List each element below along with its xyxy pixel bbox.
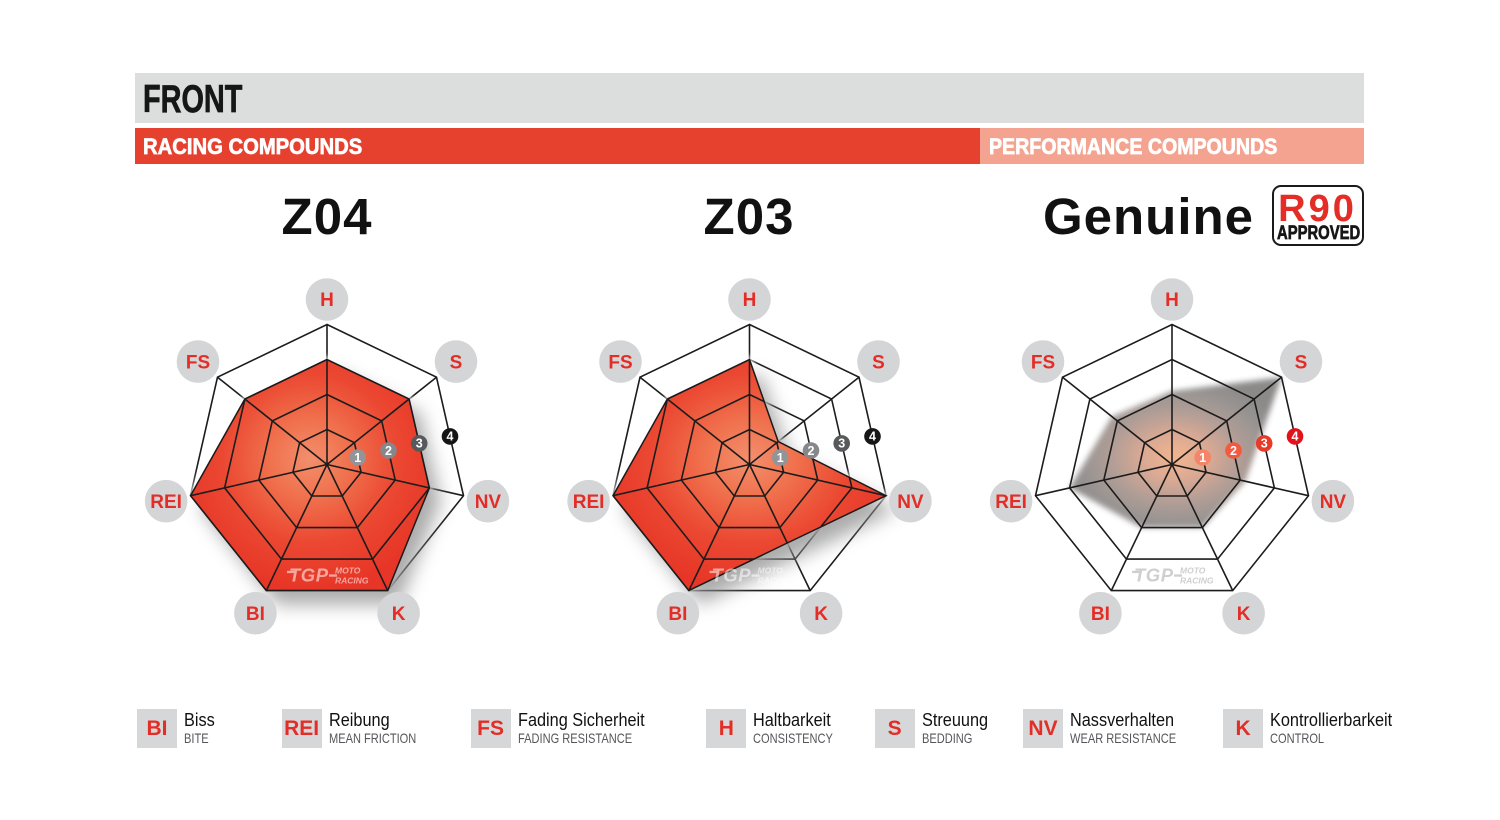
- svg-text:H: H: [743, 290, 757, 311]
- svg-text:RACING: RACING: [1180, 576, 1214, 586]
- svg-text:BI: BI: [668, 604, 687, 625]
- svg-text:REI: REI: [150, 492, 182, 513]
- svg-text:3: 3: [1261, 437, 1268, 451]
- svg-text:FS: FS: [186, 352, 210, 373]
- svg-text:1: 1: [777, 451, 784, 465]
- svg-text:REI: REI: [573, 492, 605, 513]
- svg-text:FS: FS: [608, 352, 632, 373]
- svg-text:MOTO: MOTO: [1180, 566, 1206, 576]
- svg-text:NV: NV: [1320, 492, 1347, 513]
- svg-text:3: 3: [416, 437, 423, 451]
- svg-text:NV: NV: [897, 492, 924, 513]
- svg-text:3: 3: [838, 437, 845, 451]
- svg-text:NV: NV: [475, 492, 502, 513]
- svg-text:K: K: [1237, 604, 1251, 625]
- svg-text:2: 2: [1230, 444, 1237, 458]
- svg-text:4: 4: [869, 430, 876, 444]
- svg-text:S: S: [450, 352, 463, 373]
- svg-text:TGP: TGP: [289, 565, 329, 586]
- svg-text:FS: FS: [1031, 352, 1055, 373]
- svg-text:K: K: [392, 604, 406, 625]
- svg-text:BI: BI: [246, 604, 265, 625]
- svg-text:S: S: [1295, 352, 1308, 373]
- svg-text:REI: REI: [995, 492, 1027, 513]
- svg-text:MOTO: MOTO: [758, 566, 784, 576]
- svg-text:H: H: [1165, 290, 1179, 311]
- svg-text:4: 4: [1292, 430, 1299, 444]
- svg-text:1: 1: [1199, 451, 1206, 465]
- svg-text:2: 2: [808, 444, 815, 458]
- svg-text:4: 4: [447, 430, 454, 444]
- svg-text:H: H: [320, 290, 334, 311]
- svg-text:MOTO: MOTO: [335, 566, 361, 576]
- svg-text:RACING: RACING: [335, 576, 369, 586]
- svg-text:TGP: TGP: [712, 565, 752, 586]
- svg-text:2: 2: [385, 444, 392, 458]
- svg-text:K: K: [814, 604, 828, 625]
- svg-text:TGP: TGP: [1134, 565, 1174, 586]
- svg-text:S: S: [872, 352, 885, 373]
- svg-text:1: 1: [354, 451, 361, 465]
- svg-text:BI: BI: [1091, 604, 1110, 625]
- svg-text:RACING: RACING: [758, 576, 792, 586]
